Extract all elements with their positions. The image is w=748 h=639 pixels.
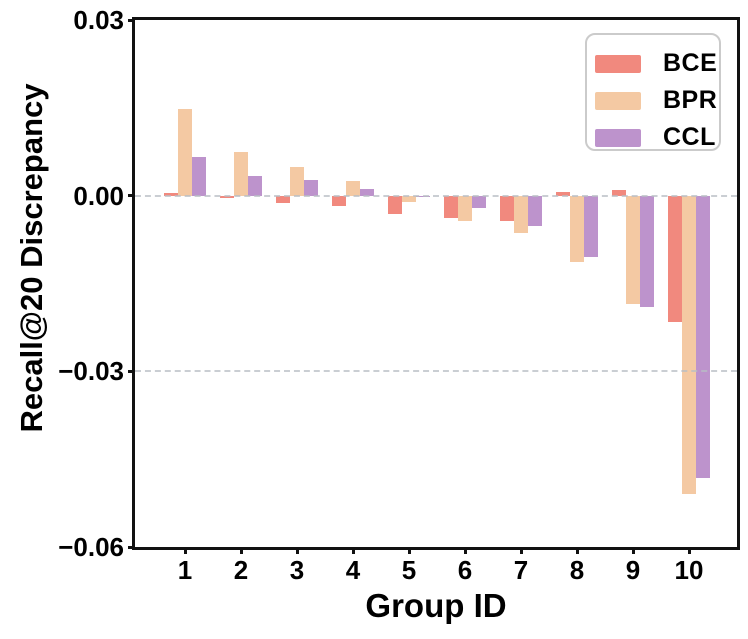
- y-tick-mark: [128, 194, 135, 198]
- bar-bpr-group-8: [570, 195, 584, 263]
- bar-ccl-group-4: [360, 189, 374, 196]
- legend-swatch-bpr: [595, 91, 641, 110]
- bar-ccl-group-1: [192, 157, 206, 196]
- x-tick-label-9: 9: [625, 555, 641, 585]
- bar-bpr-group-7: [514, 195, 528, 233]
- bar-bce-group-10: [668, 195, 682, 322]
- bar-bpr-group-10: [682, 195, 696, 495]
- x-tick-label-10: 10: [674, 555, 704, 585]
- x-tick-mark: [295, 547, 299, 554]
- bar-bpr-group-6: [458, 195, 472, 221]
- y-axis-title: Recall@20 Discrepancy: [14, 83, 49, 433]
- x-tick-mark: [687, 547, 691, 554]
- x-tick-mark: [519, 547, 523, 554]
- x-tick-label-8: 8: [569, 555, 585, 585]
- y-tick-label: −0.06: [58, 532, 124, 562]
- x-tick-mark: [351, 547, 355, 554]
- legend-item-bpr: BPR: [587, 82, 719, 119]
- x-tick-label-3: 3: [289, 555, 305, 585]
- bar-bce-group-2: [220, 195, 234, 198]
- gridline-0: [135, 194, 737, 197]
- bar-bpr-group-5: [402, 195, 416, 202]
- bar-bce-group-6: [444, 195, 458, 218]
- bar-ccl-group-10: [696, 195, 710, 479]
- bar-ccl-group-2: [248, 176, 262, 196]
- bar-bce-group-9: [612, 190, 626, 196]
- bar-bce-group-3: [276, 195, 290, 204]
- bar-bce-group-4: [332, 195, 346, 206]
- bar-bce-group-7: [500, 195, 514, 221]
- bar-ccl-group-7: [528, 195, 542, 227]
- y-tick-label: 0.03: [73, 5, 124, 35]
- x-tick-label-1: 1: [177, 555, 193, 585]
- bar-bpr-group-1: [178, 109, 192, 196]
- legend-swatch-ccl: [595, 128, 641, 147]
- x-tick-mark: [575, 547, 579, 554]
- x-tick-mark: [183, 547, 187, 554]
- bar-ccl-group-3: [304, 179, 318, 196]
- legend-item-bce: BCE: [587, 45, 719, 82]
- legend-label-bce: BCE: [663, 49, 718, 77]
- bar-bpr-group-9: [626, 195, 640, 304]
- bar-ccl-group-9: [640, 195, 654, 307]
- x-tick-label-4: 4: [345, 555, 361, 585]
- plot-area: BCE BPR CCL: [135, 20, 737, 547]
- x-tick-mark: [631, 547, 635, 554]
- x-axis-title: Group ID: [365, 587, 507, 624]
- x-tick-mark: [407, 547, 411, 554]
- legend-label-ccl: CCL: [663, 123, 716, 151]
- x-tick-mark: [463, 547, 467, 554]
- legend: BCE BPR CCL: [585, 33, 721, 151]
- y-tick-label: −0.03: [58, 356, 124, 387]
- bar-ccl-group-8: [584, 195, 598, 257]
- bar-bpr-group-3: [290, 167, 304, 196]
- bar-bce-group-5: [388, 195, 402, 214]
- y-tick-label: 0.00: [73, 180, 124, 211]
- bar-bpr-group-4: [346, 181, 360, 196]
- y-tick-mark: [128, 545, 135, 549]
- bar-ccl-group-6: [472, 195, 486, 208]
- y-tick-mark: [128, 18, 135, 22]
- y-tick-mark: [128, 369, 135, 373]
- legend-label-bpr: BPR: [663, 86, 718, 114]
- x-tick-label-5: 5: [401, 555, 417, 585]
- legend-item-ccl: CCL: [587, 119, 719, 156]
- bar-bpr-group-2: [234, 151, 248, 196]
- x-tick-label-7: 7: [513, 555, 529, 585]
- gridline--0.03: [135, 370, 737, 373]
- bar-bce-group-8: [556, 191, 570, 196]
- x-tick-mark: [239, 547, 243, 554]
- x-tick-label-2: 2: [233, 555, 249, 585]
- bar-bce-group-1: [164, 192, 178, 196]
- legend-swatch-bce: [595, 54, 641, 73]
- x-tick-label-6: 6: [457, 555, 473, 585]
